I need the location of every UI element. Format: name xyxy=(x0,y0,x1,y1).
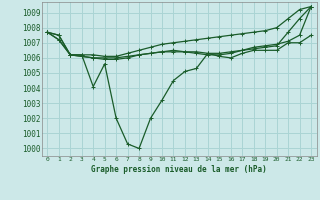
X-axis label: Graphe pression niveau de la mer (hPa): Graphe pression niveau de la mer (hPa) xyxy=(91,165,267,174)
